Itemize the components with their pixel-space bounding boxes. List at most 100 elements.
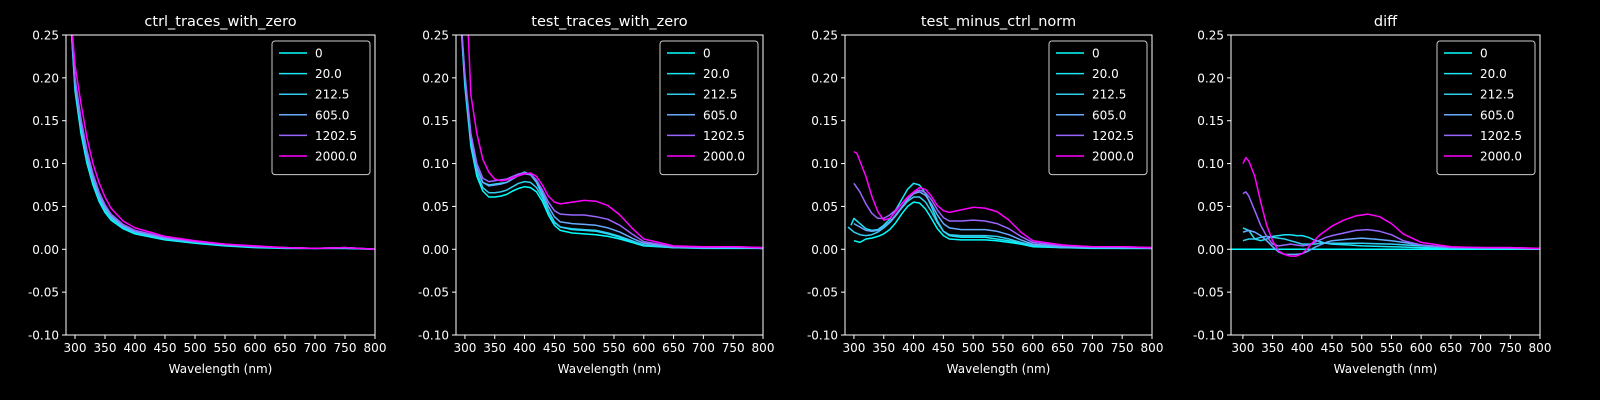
- legend-box: [1048, 40, 1148, 176]
- x-tick-label: 700: [692, 341, 715, 355]
- y-tick-label: 0.20: [32, 71, 59, 85]
- series-line-5: [853, 182, 1152, 249]
- chart-title: test_minus_ctrl_norm: [921, 14, 1076, 30]
- x-tick-label: 300: [1231, 341, 1254, 355]
- series-line-3: [847, 196, 1152, 250]
- plot-frame: [844, 34, 1153, 336]
- legend-entry: 20.0: [1480, 67, 1507, 81]
- series-lines: [460, 35, 763, 250]
- series-line-6: [71, 35, 375, 251]
- y-tick-label: 0.10: [32, 157, 59, 171]
- legend: 0 20.0 212.5 605.0 1202.5 2000.0: [1048, 40, 1148, 176]
- x-tick-label: 550: [1380, 341, 1403, 355]
- x-tick-label: 700: [1081, 341, 1104, 355]
- legend-entry: 2000.0: [1480, 150, 1522, 164]
- legend-entry: 605.0: [1480, 108, 1514, 122]
- chart-panel-4: diff 300 350 400 450 500 550 600 650 700 750 800 -0.…: [1193, 14, 1552, 376]
- x-tick-label: 350: [872, 341, 895, 355]
- y-tick-label: 0.10: [422, 157, 449, 171]
- plot-frame: [455, 34, 764, 336]
- legend-entry: 212.5: [703, 88, 737, 102]
- legend-entry: 20.0: [1092, 67, 1119, 81]
- x-axis-label: Wavelength (nm): [558, 362, 662, 376]
- chart-title: ctrl_traces_with_zero: [144, 14, 296, 30]
- legend-entry: 20.0: [315, 67, 342, 81]
- x-tick-label: 300: [64, 341, 87, 355]
- y-tick-label: 0.20: [811, 71, 838, 85]
- series-lines: [1231, 156, 1540, 257]
- legend-entry: 1202.5: [315, 129, 357, 143]
- y-tick-label: -0.10: [1193, 329, 1224, 343]
- x-tick-label: 700: [1469, 341, 1492, 355]
- x-tick-label: 550: [603, 341, 626, 355]
- y-tick-label: -0.05: [28, 286, 59, 300]
- y-tick-label: 0.25: [32, 29, 59, 43]
- x-tick-label: 600: [244, 341, 267, 355]
- series-lines: [70, 35, 375, 251]
- x-tick-label: 600: [1021, 341, 1044, 355]
- plot-frame: [1230, 34, 1541, 336]
- x-tick-label: 750: [334, 341, 357, 355]
- legend-entry: 212.5: [1092, 88, 1126, 102]
- x-tick-label: 750: [1499, 341, 1522, 355]
- y-tick-label: 0.20: [1197, 71, 1224, 85]
- y-tick-label: 0.00: [1197, 243, 1224, 257]
- x-tick-label: 500: [1350, 341, 1373, 355]
- x-tick-label: 400: [1291, 341, 1314, 355]
- series-line-2: [1242, 227, 1540, 251]
- y-tick-label: 0.00: [422, 243, 449, 257]
- series-line-5: [461, 35, 763, 249]
- x-tick-label: 650: [662, 341, 685, 355]
- y-tick-label: -0.05: [807, 286, 838, 300]
- x-tick-label: 300: [453, 341, 476, 355]
- y-tick-label: 0.05: [422, 200, 449, 214]
- y-tick-label: -0.05: [1193, 286, 1224, 300]
- y-tick-label: 0.15: [1197, 114, 1224, 128]
- legend-entry: 212.5: [315, 88, 349, 102]
- x-tick-label: 400: [124, 341, 147, 355]
- legend-entry: 212.5: [1480, 88, 1514, 102]
- y-tick-label: -0.10: [418, 329, 449, 343]
- y-tick-label: 0.25: [422, 29, 449, 43]
- y-tick-label: 0.00: [32, 243, 59, 257]
- legend-entry: 20.0: [703, 67, 730, 81]
- legend-entry: 605.0: [315, 108, 349, 122]
- legend-entry: 2000.0: [315, 150, 357, 164]
- legend: 0 20.0 212.5 605.0 1202.5 2000.0: [1436, 40, 1536, 176]
- y-tick-label: -0.10: [807, 329, 838, 343]
- legend-entry: 0: [1480, 47, 1488, 61]
- x-axis-label: Wavelength (nm): [947, 362, 1051, 376]
- y-tick-label: 0.05: [1197, 200, 1224, 214]
- x-tick-label: 400: [513, 341, 536, 355]
- x-tick-label: 450: [543, 341, 566, 355]
- y-tick-label: 0.15: [811, 114, 838, 128]
- y-tick-label: 0.15: [32, 114, 59, 128]
- x-tick-label: 400: [902, 341, 925, 355]
- y-tick-label: 0.20: [422, 71, 449, 85]
- y-tick-label: 0.00: [811, 243, 838, 257]
- chart-panel-3: test_minus_ctrl_norm 300 350 400 450 500 550 60…: [807, 14, 1164, 376]
- series-line-4: [461, 35, 763, 250]
- legend-box: [271, 40, 371, 176]
- chart-panel-1: ctrl_traces_with_zero 300 350 400 450 500 550 6…: [28, 14, 387, 376]
- x-tick-label: 750: [1111, 341, 1134, 355]
- y-tick-label: 0.25: [811, 29, 838, 43]
- chart-title: test_traces_with_zero: [531, 14, 688, 30]
- x-tick-label: 750: [722, 341, 745, 355]
- x-tick-label: 600: [1410, 341, 1433, 355]
- legend: 0 20.0 212.5 605.0 1202.5 2000.0: [659, 40, 759, 176]
- series-line-6: [1242, 156, 1540, 257]
- series-line-6: [467, 35, 763, 249]
- x-tick-label: 600: [632, 341, 655, 355]
- legend-entry: 0: [1092, 47, 1100, 61]
- chart-title: diff: [1374, 14, 1398, 30]
- plot-frame: [65, 34, 376, 336]
- legend-entry: 605.0: [703, 108, 737, 122]
- chart-panel-2: test_traces_with_zero 300 350 400 450 500 550 6…: [418, 14, 775, 376]
- x-tick-label: 500: [184, 341, 207, 355]
- x-axis-label: Wavelength (nm): [169, 362, 273, 376]
- x-tick-label: 300: [842, 341, 865, 355]
- x-tick-label: 500: [573, 341, 596, 355]
- x-tick-label: 350: [94, 341, 117, 355]
